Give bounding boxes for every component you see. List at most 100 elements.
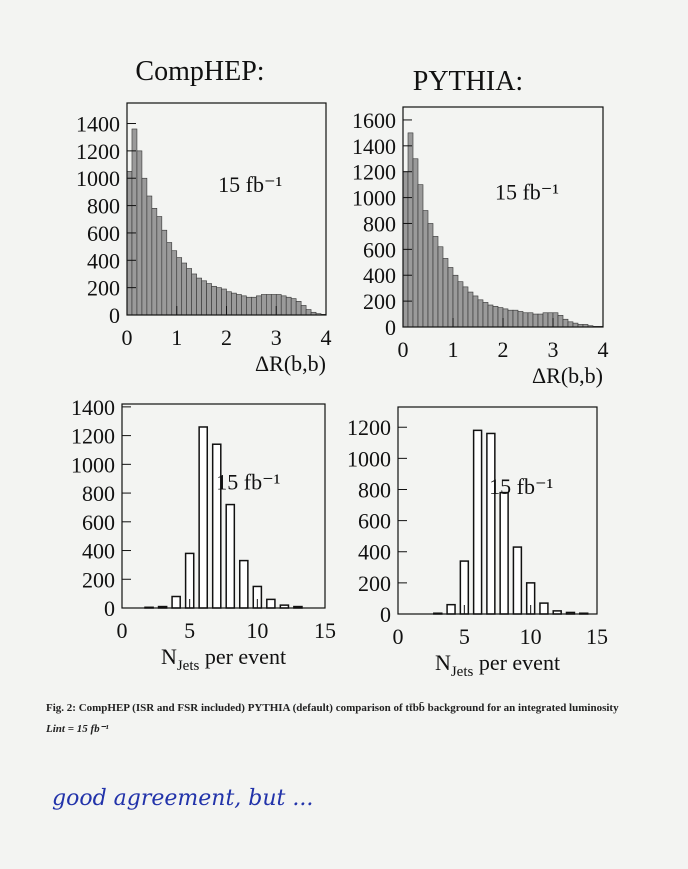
y-tick-label: 200	[363, 289, 396, 314]
bar	[266, 598, 276, 609]
bar	[201, 280, 207, 316]
bar	[486, 432, 496, 615]
y-tick-label: 400	[363, 263, 396, 288]
y-tick-label: 1600	[352, 108, 396, 133]
x-axis-label: NJets per event	[435, 650, 560, 680]
bar	[552, 312, 559, 328]
x-tick-label: 0	[398, 337, 409, 362]
x-axis-label-part: N	[161, 644, 177, 669]
y-tick-label: 0	[109, 303, 120, 328]
bar	[452, 274, 459, 328]
x-tick-label: 1	[171, 325, 182, 350]
bar	[457, 281, 464, 328]
bar	[567, 321, 574, 328]
y-tick-label: 1000	[352, 186, 396, 211]
y-tick-label: 1200	[71, 424, 115, 449]
y-tick-label: 800	[82, 481, 115, 506]
y-tick-label: 200	[87, 276, 120, 301]
bar	[166, 242, 173, 316]
y-tick-label: 1200	[347, 415, 391, 440]
annotation: 15 fb⁻¹	[216, 470, 280, 495]
column-title: CompHEP:	[135, 56, 264, 87]
y-tick-label: 400	[87, 248, 120, 273]
x-axis-label-part: Jets	[177, 658, 200, 674]
bar	[417, 184, 424, 328]
x-tick-label: 10	[246, 618, 268, 643]
bar	[191, 273, 197, 316]
y-tick-label: 1400	[76, 112, 120, 137]
x-tick-label: 4	[598, 337, 609, 362]
y-tick-label: 800	[363, 211, 396, 236]
bar	[238, 559, 249, 609]
bar	[181, 262, 188, 316]
bar	[171, 250, 178, 316]
x-tick-label: 4	[321, 325, 332, 350]
y-tick-label: 600	[82, 510, 115, 535]
x-tick-label: 5	[459, 624, 470, 649]
bar	[467, 291, 474, 328]
y-tick-label: 1400	[352, 134, 396, 159]
x-axis-label: NJets per event	[161, 644, 286, 674]
bar	[527, 312, 534, 328]
bar	[517, 311, 524, 328]
bar	[497, 307, 504, 328]
bar	[542, 312, 549, 328]
bar	[539, 602, 549, 615]
bar	[211, 285, 217, 316]
y-tick-label: 800	[358, 477, 391, 502]
bar	[216, 287, 222, 316]
x-tick-label: 15	[586, 624, 608, 649]
x-tick-label: 10	[520, 624, 542, 649]
plot-frame	[397, 406, 598, 615]
handwritten-note: good agreement, but ...	[52, 786, 314, 811]
x-tick-label: 15	[314, 618, 336, 643]
bar	[482, 302, 489, 328]
bar	[522, 312, 529, 328]
bar	[442, 258, 449, 328]
bar	[305, 309, 312, 316]
bar	[241, 295, 247, 316]
bar	[186, 268, 192, 316]
y-tick-label: 600	[363, 237, 396, 262]
bar	[206, 283, 212, 316]
bar	[422, 210, 429, 328]
bar	[512, 309, 519, 328]
bar	[226, 291, 232, 316]
bar	[407, 132, 414, 328]
figure: CompHEP: PYTHIA: 02004006008001000120014…	[71, 56, 609, 680]
y-tick-label: 200	[358, 571, 391, 596]
bar	[427, 223, 434, 328]
bar	[290, 298, 297, 316]
y-tick-label: 0	[385, 315, 396, 340]
y-tick-label: 0	[380, 602, 391, 627]
y-tick-label: 400	[358, 540, 391, 565]
bar	[131, 128, 138, 316]
bar	[477, 299, 484, 328]
bar	[487, 304, 494, 328]
bar	[256, 295, 262, 316]
bar	[547, 312, 554, 328]
bar	[261, 294, 267, 316]
bar	[472, 295, 479, 328]
bar	[156, 216, 163, 316]
bar	[437, 246, 444, 328]
x-axis-label-part: Jets	[451, 664, 474, 680]
caption: Lint = 15 fb⁻¹	[46, 723, 109, 735]
y-tick-label: 1000	[71, 452, 115, 477]
y-tick-label: 1200	[352, 160, 396, 185]
plot-frame	[121, 403, 326, 609]
bar	[507, 309, 514, 328]
y-tick-label: 0	[104, 596, 115, 621]
annotation: 15 fb⁻¹	[489, 474, 553, 499]
bar	[225, 503, 236, 609]
bar	[151, 208, 158, 316]
x-tick-label: 0	[122, 325, 133, 350]
bar	[136, 150, 143, 316]
bar	[512, 546, 523, 615]
y-tick-label: 600	[87, 221, 120, 246]
bar	[221, 288, 227, 316]
bar	[562, 318, 569, 328]
x-axis-label-part: N	[435, 650, 451, 675]
bar	[300, 305, 307, 316]
